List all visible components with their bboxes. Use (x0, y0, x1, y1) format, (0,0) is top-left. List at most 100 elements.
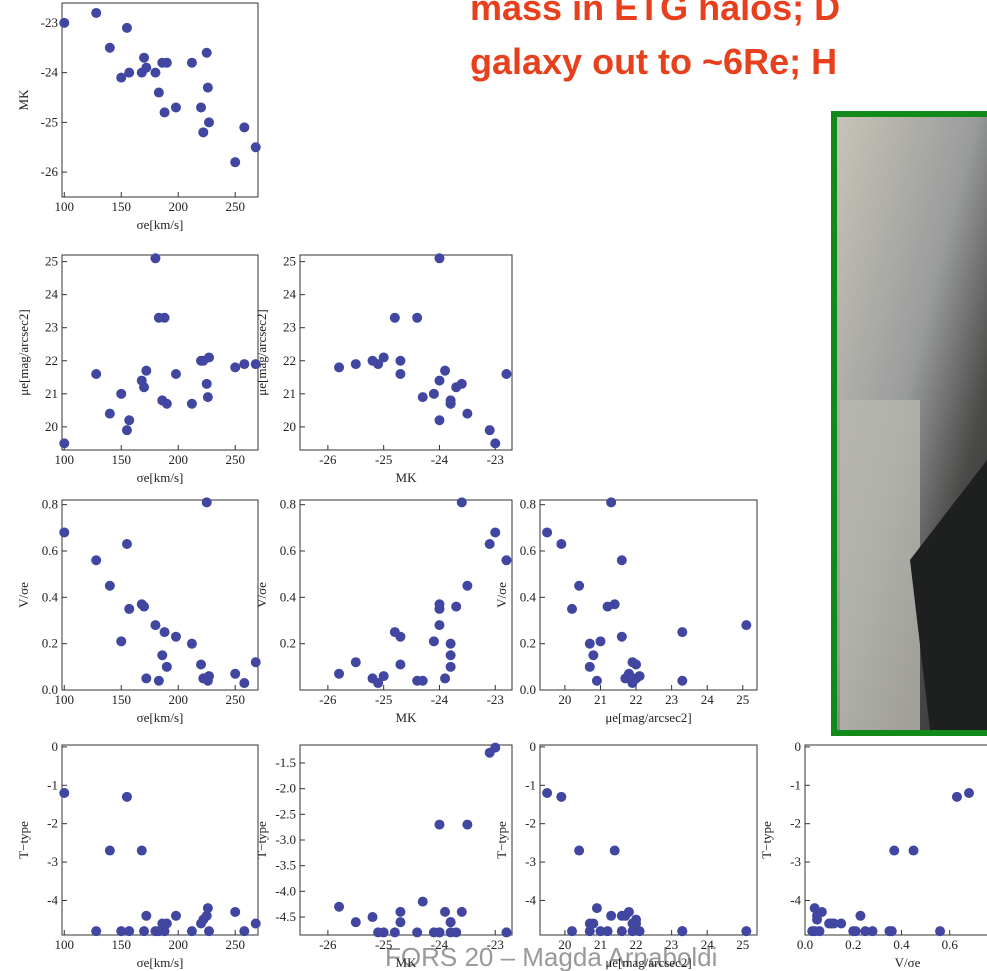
x-tick-label: 0.6 (942, 937, 959, 952)
point (908, 845, 919, 856)
point (201, 497, 212, 508)
y-tick-label: 0.6 (280, 543, 297, 558)
point (886, 926, 897, 937)
point (104, 42, 115, 53)
point (136, 845, 147, 856)
point (484, 539, 495, 550)
x-tick-label: 150 (112, 452, 132, 467)
y-axis-label: T−type (759, 821, 774, 859)
point (121, 22, 132, 33)
point (141, 910, 152, 921)
plot-frame (299, 744, 513, 936)
plot-frame (299, 254, 513, 451)
point (202, 392, 213, 403)
point (124, 415, 135, 426)
point (204, 117, 214, 128)
point (121, 791, 132, 802)
point (159, 312, 170, 323)
x-tick-label: 150 (112, 692, 132, 707)
point (389, 927, 400, 938)
y-tick-label: 0.2 (280, 636, 296, 651)
point (848, 926, 859, 937)
point (116, 72, 127, 83)
point (440, 906, 451, 917)
point (816, 906, 827, 917)
y-tick-label: -1 (47, 777, 58, 792)
point (395, 355, 406, 366)
plot-frame (539, 499, 758, 691)
point (434, 415, 445, 426)
point (395, 659, 406, 670)
point (153, 87, 164, 98)
scatter-chart: 0.00.20.40.60.8-4-3-2-10V/σeT−type (759, 739, 987, 970)
y-axis-label: T−type (254, 821, 269, 859)
point (159, 627, 170, 638)
point (250, 657, 261, 668)
x-tick-label: 200 (168, 452, 188, 467)
title-line: galaxy out to ~6Re; H (470, 41, 837, 82)
point (59, 787, 70, 798)
x-tick-label: 20 (558, 692, 571, 707)
point (150, 67, 161, 78)
point (116, 636, 127, 647)
x-tick-label: 22 (630, 692, 643, 707)
point (250, 918, 261, 929)
x-tick-label: -25 (375, 937, 392, 952)
point (451, 601, 462, 612)
point (445, 638, 456, 649)
x-tick-label: -24 (431, 452, 449, 467)
y-tick-label: 0 (795, 739, 802, 754)
point (239, 926, 250, 937)
point (139, 52, 150, 63)
x-axis-label: MK (396, 710, 418, 725)
point (389, 312, 400, 323)
x-tick-label: 22 (630, 937, 643, 952)
scatter-chart: 20 21 22 23 24 25 0.0 0.2 0.4 0.6 0.8 μe[mag/arcsec… (494, 497, 758, 725)
point (196, 102, 207, 113)
point (595, 636, 606, 647)
point (157, 650, 168, 661)
point (836, 918, 847, 929)
point (141, 62, 152, 73)
point (395, 906, 406, 917)
y-tick-label: 23 (283, 320, 296, 335)
x-tick-label: 0.4 (893, 937, 910, 952)
x-tick-label: -23 (487, 452, 504, 467)
y-axis-label: V/σe (254, 582, 269, 608)
y-tick-label: -2 (47, 816, 58, 831)
point (395, 631, 406, 642)
point (334, 668, 345, 679)
point (186, 57, 197, 68)
point (395, 368, 406, 379)
point (591, 903, 602, 914)
y-tick-label: -4.0 (275, 883, 296, 898)
plot-frame (804, 744, 987, 936)
point (855, 910, 866, 921)
point (501, 555, 512, 566)
point (373, 927, 384, 938)
x-tick-label: 0.0 (797, 937, 813, 952)
point (434, 620, 445, 631)
point (170, 910, 181, 921)
point (860, 926, 871, 937)
point (198, 127, 209, 138)
plot-frame (61, 744, 259, 936)
photo (831, 111, 987, 736)
point (542, 787, 553, 798)
point (124, 926, 135, 937)
point (440, 365, 451, 376)
point (445, 398, 456, 409)
point (91, 7, 102, 18)
point (501, 927, 512, 938)
x-tick-label: -25 (375, 692, 392, 707)
point (741, 620, 752, 631)
point (616, 631, 627, 642)
point (124, 67, 135, 78)
y-tick-label: 0 (52, 739, 59, 754)
x-axis-label: σe[km/s] (137, 470, 184, 485)
x-tick-label: 100 (55, 692, 75, 707)
y-tick-label: 25 (45, 254, 58, 269)
scatter-chart: 100 150 200 250 -4 -3 -2 -1 0 σe[km/s] T−type (16, 739, 261, 970)
point (490, 527, 501, 538)
point (367, 912, 378, 923)
